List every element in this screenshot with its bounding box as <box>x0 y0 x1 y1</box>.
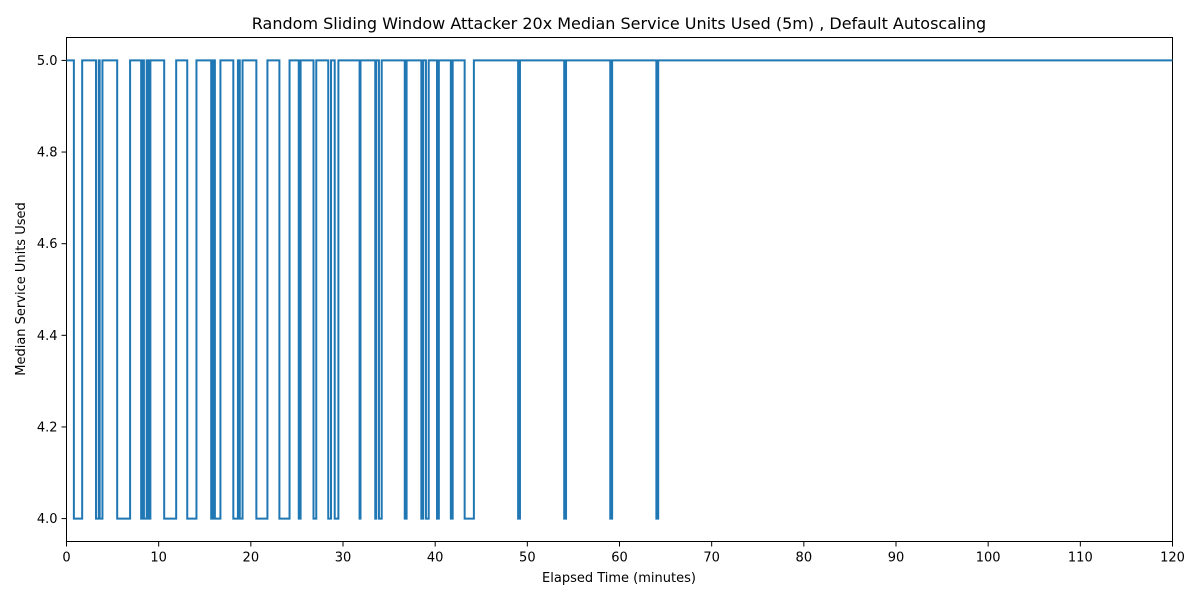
x-tick-label: 10 <box>150 551 167 566</box>
x-tick-label: 100 <box>976 551 1001 566</box>
y-tick-label: 5.0 <box>37 54 58 69</box>
x-tick-label: 30 <box>335 551 352 566</box>
x-axis-label: Elapsed Time (minutes) <box>542 571 696 586</box>
x-tick-label: 80 <box>796 551 813 566</box>
chart-title: Random Sliding Window Attacker 20x Media… <box>252 14 986 33</box>
y-axis: 4.0 4.2 4.4 4.6 4.8 5.0 <box>37 54 67 527</box>
y-tick-label: 4.0 <box>37 512 58 527</box>
x-tick-label: 90 <box>888 551 905 566</box>
plot-area <box>66 59 1173 520</box>
x-tick-label: 70 <box>703 551 720 566</box>
x-tick-label: 40 <box>427 551 444 566</box>
series-line <box>66 59 1173 520</box>
x-axis: 0 10 20 30 40 50 60 70 80 90 100 110 120 <box>62 541 1185 566</box>
x-tick-label: 110 <box>1068 551 1093 566</box>
x-tick-label: 0 <box>62 551 70 566</box>
x-tick-label: 120 <box>1160 551 1185 566</box>
y-tick-label: 4.4 <box>37 329 58 344</box>
y-axis-label: Median Service Units Used <box>14 202 29 376</box>
x-tick-label: 50 <box>519 551 536 566</box>
y-tick-label: 4.6 <box>37 237 58 252</box>
x-tick-label: 20 <box>243 551 260 566</box>
x-tick-label: 60 <box>611 551 628 566</box>
y-tick-label: 4.8 <box>37 146 58 161</box>
y-tick-label: 4.2 <box>37 420 58 435</box>
